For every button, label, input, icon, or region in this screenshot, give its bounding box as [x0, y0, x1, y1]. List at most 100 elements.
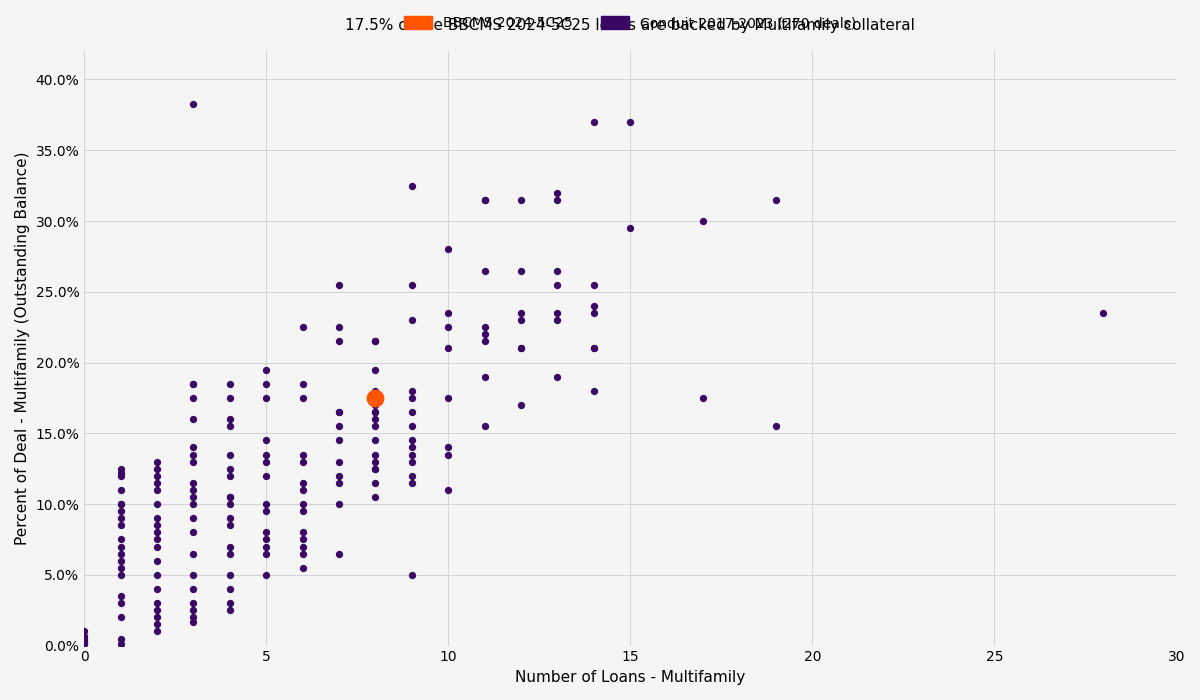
- Point: [293, 484, 312, 496]
- Point: [257, 527, 276, 538]
- Point: [511, 314, 530, 326]
- Title: 17.5% of the BBCMS 2024-5C25 loans are backed by Multifamily collateral: 17.5% of the BBCMS 2024-5C25 loans are b…: [346, 18, 916, 34]
- Point: [221, 421, 240, 432]
- Point: [548, 314, 568, 326]
- Point: [439, 343, 458, 354]
- Point: [293, 527, 312, 538]
- Point: [475, 265, 494, 276]
- Point: [511, 265, 530, 276]
- Point: [112, 633, 131, 644]
- Legend: BBCMS 2024-5C25, Conduit 2017-2023 (270 deals): BBCMS 2024-5C25, Conduit 2017-2023 (270 …: [398, 10, 862, 36]
- Point: [148, 541, 167, 552]
- Point: [184, 491, 203, 503]
- Y-axis label: Percent of Deal - Multifamily (Outstanding Balance): Percent of Deal - Multifamily (Outstandi…: [14, 152, 30, 545]
- Point: [257, 534, 276, 545]
- Point: [402, 385, 421, 396]
- Point: [366, 491, 385, 503]
- Point: [1094, 307, 1114, 318]
- Point: [366, 385, 385, 396]
- Point: [184, 612, 203, 623]
- Point: [366, 421, 385, 432]
- Point: [548, 307, 568, 318]
- Point: [74, 633, 94, 644]
- Point: [112, 562, 131, 573]
- Point: [221, 605, 240, 616]
- Point: [402, 569, 421, 580]
- Point: [293, 548, 312, 559]
- Point: [257, 378, 276, 389]
- Point: [112, 555, 131, 566]
- Point: [221, 378, 240, 389]
- Point: [221, 470, 240, 482]
- Point: [221, 512, 240, 524]
- Point: [402, 421, 421, 432]
- Point: [257, 470, 276, 482]
- Point: [148, 605, 167, 616]
- Point: [184, 548, 203, 559]
- Point: [221, 583, 240, 594]
- Point: [475, 328, 494, 339]
- Point: [584, 116, 604, 127]
- Point: [112, 598, 131, 609]
- Point: [112, 541, 131, 552]
- Point: [402, 279, 421, 290]
- Point: [439, 321, 458, 332]
- Point: [257, 435, 276, 446]
- Point: [402, 407, 421, 418]
- Point: [330, 407, 349, 418]
- Point: [402, 470, 421, 482]
- Point: [548, 187, 568, 198]
- X-axis label: Number of Loans - Multifamily: Number of Loans - Multifamily: [515, 670, 745, 685]
- Point: [366, 435, 385, 446]
- Point: [112, 590, 131, 601]
- Point: [221, 569, 240, 580]
- Point: [184, 598, 203, 609]
- Point: [148, 470, 167, 482]
- Point: [402, 392, 421, 403]
- Point: [475, 371, 494, 382]
- Point: [257, 364, 276, 375]
- Point: [511, 400, 530, 411]
- Point: [366, 400, 385, 411]
- Point: [184, 392, 203, 403]
- Point: [402, 314, 421, 326]
- Point: [366, 392, 385, 403]
- Point: [330, 548, 349, 559]
- Point: [584, 343, 604, 354]
- Point: [475, 336, 494, 347]
- Point: [366, 414, 385, 425]
- Point: [184, 484, 203, 496]
- Point: [293, 392, 312, 403]
- Point: [148, 527, 167, 538]
- Point: [112, 638, 131, 650]
- Point: [475, 194, 494, 205]
- Point: [293, 449, 312, 460]
- Point: [330, 435, 349, 446]
- Point: [366, 336, 385, 347]
- Point: [112, 519, 131, 531]
- Point: [511, 343, 530, 354]
- Point: [112, 612, 131, 623]
- Point: [511, 307, 530, 318]
- Point: [184, 569, 203, 580]
- Point: [184, 414, 203, 425]
- Point: [221, 548, 240, 559]
- Point: [257, 569, 276, 580]
- Point: [330, 279, 349, 290]
- Point: [620, 223, 640, 234]
- Point: [148, 512, 167, 524]
- Point: [112, 470, 131, 482]
- Point: [330, 470, 349, 482]
- Point: [767, 421, 786, 432]
- Point: [148, 456, 167, 467]
- Point: [184, 605, 203, 616]
- Point: [257, 505, 276, 517]
- Point: [366, 407, 385, 418]
- Point: [221, 519, 240, 531]
- Point: [293, 534, 312, 545]
- Point: [293, 477, 312, 489]
- Point: [148, 569, 167, 580]
- Point: [257, 498, 276, 510]
- Point: [511, 343, 530, 354]
- Point: [548, 265, 568, 276]
